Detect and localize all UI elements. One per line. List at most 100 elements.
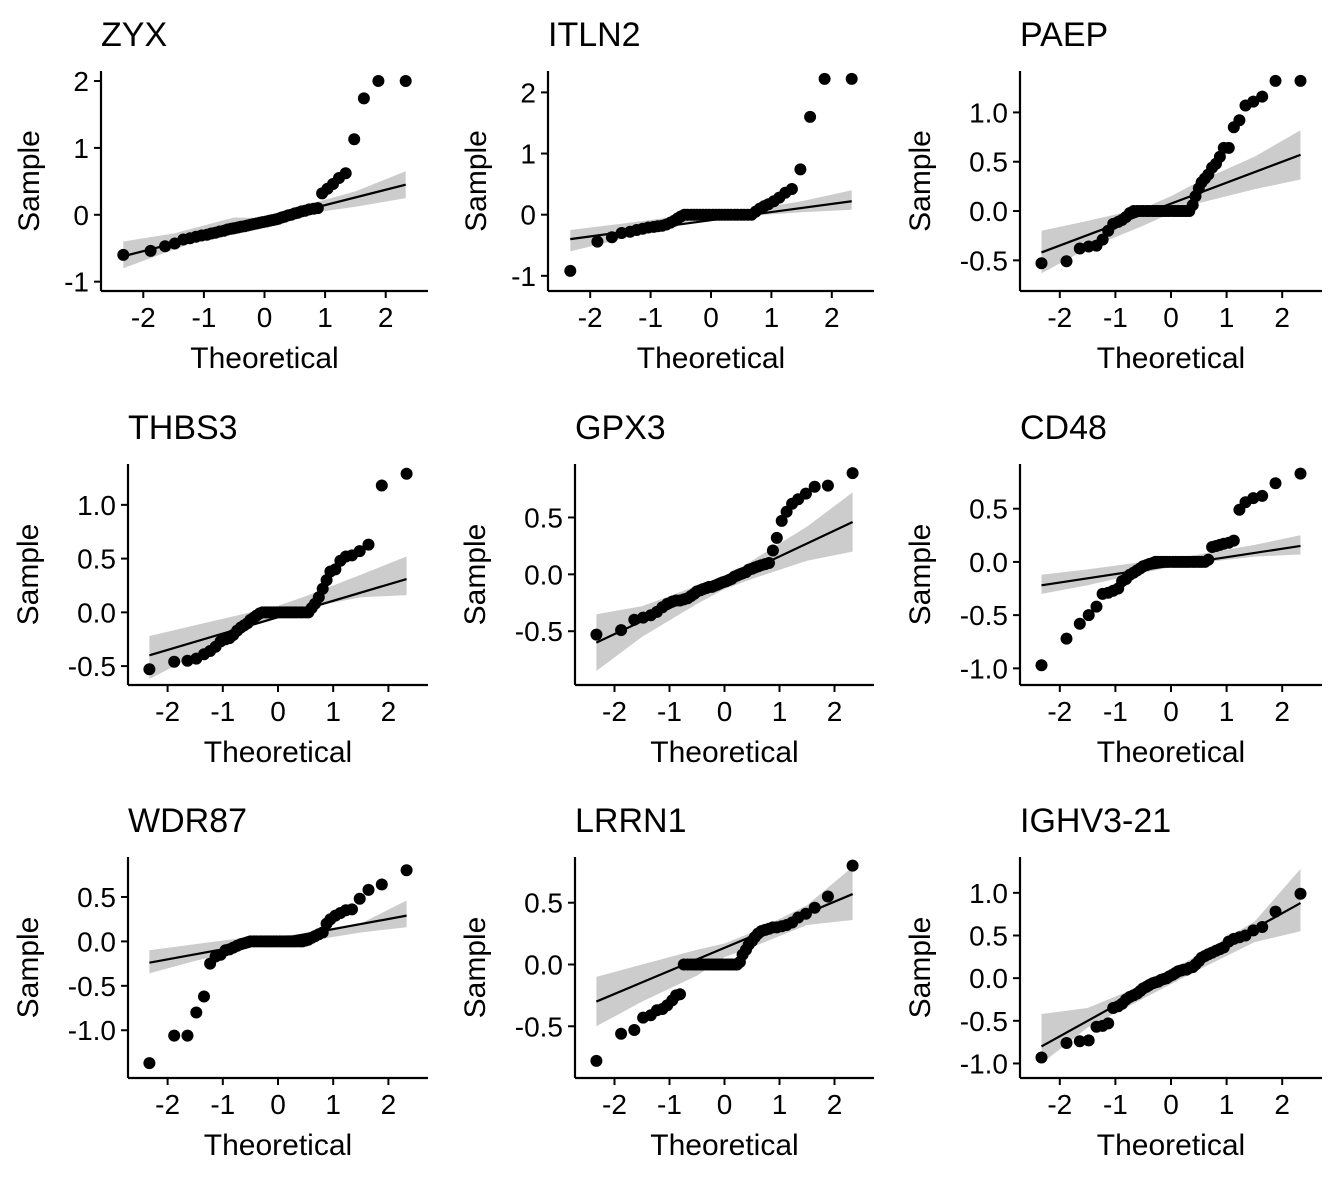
data-point [1269,74,1282,87]
x-tick-label: -2 [602,696,627,727]
data-point [190,1006,203,1019]
data-point [1294,467,1307,480]
x-tick-label: 0 [270,696,286,727]
y-tick-label: 1.0 [969,97,1008,128]
x-tick-label: -1 [638,302,663,333]
panel-title: LRRN1 [575,802,686,840]
x-tick-label: 1 [764,302,780,333]
data-point [1060,632,1073,645]
panel-title: WDR87 [128,802,247,840]
panel-cd48: -2 -1 0 1 2 -1.0 -0.5 0.0 0.5 CD48 Theoretical Samp… [904,409,1322,769]
y-tick-label: 0.5 [524,888,563,919]
confidence-band [570,190,852,252]
y-tick-label: -0.5 [68,971,116,1002]
data-point [1269,905,1282,918]
y-tick-label: -1 [511,261,536,292]
data-point [353,892,366,905]
panel-zyx: -2 -1 0 1 2 -1 0 1 2 ZYX Theoretical Sample [13,16,428,375]
x-tick-label: -2 [602,1089,627,1120]
data-point [763,557,775,569]
data-point [590,1054,603,1067]
x-tick-label: -1 [191,302,216,333]
y-tick-label: -0.5 [68,651,116,682]
x-tick-label: 2 [381,696,397,727]
data-point [1294,887,1307,900]
data-point [168,1029,181,1042]
data-point [1035,659,1048,672]
data-point [766,544,779,557]
data-point [1060,1037,1073,1049]
y-tick-label: 0.5 [969,494,1008,525]
panel-title: IGHV3-21 [1020,802,1171,840]
confidence-band [1041,868,1301,1064]
x-axis-label: Theoretical [650,1129,798,1162]
x-tick-label: 1 [772,1089,788,1120]
data-point [1227,534,1240,547]
panel-title: ZYX [101,16,167,54]
x-tick-label: -2 [1047,1089,1072,1120]
data-point [628,1024,641,1036]
x-tick-label: 2 [1274,696,1290,727]
data-point [770,531,783,544]
data-point [143,663,156,676]
data-point [1102,1017,1115,1030]
x-tick-label: 1 [1219,1089,1235,1120]
x-axis-label: Theoretical [1097,342,1245,375]
data-point [362,883,375,896]
y-tick-label: 0.5 [77,544,116,575]
y-tick-label: 0.0 [524,559,563,590]
x-tick-label: 1 [325,696,341,727]
data-point [1073,617,1086,630]
panel-gpx3: -2 -1 0 1 2 -0.5 0.0 0.5 GPX3 Theoretical Sample [459,409,874,769]
panel-title: GPX3 [575,409,666,447]
x-tick-label: 2 [378,302,394,333]
x-axis-label: Theoretical [650,736,798,769]
y-tick-label: -1.0 [68,1015,116,1046]
x-tick-label: -2 [1047,302,1072,333]
x-tick-label: -1 [1103,302,1128,333]
data-point [846,467,859,480]
x-tick-label: -2 [155,696,180,727]
data-point [1222,141,1235,154]
panel-ighv3-21: -2 -1 0 1 2 -1.0 -0.5 0.0 0.5 1.0 IGHV3-21 Theoreti… [904,802,1322,1162]
data-point [1082,1034,1095,1047]
x-tick-label: 0 [1163,696,1179,727]
y-tick-label: 2 [73,66,89,97]
data-point [348,133,361,146]
y-tick-label: 0.5 [524,502,563,533]
y-tick-label: -0.5 [960,600,1008,631]
x-tick-label: -1 [1103,696,1128,727]
y-tick-label: 1 [73,133,89,164]
data-point [1090,600,1103,613]
y-tick-label: 0.0 [77,926,116,957]
data-point [362,538,375,551]
y-tick-label: 0.5 [77,882,116,913]
data-point [845,72,858,85]
data-point [399,75,412,87]
data-point [615,1027,628,1040]
data-point [375,878,388,891]
x-tick-label: 2 [1274,302,1290,333]
x-tick-label: 1 [1219,302,1235,333]
data-point [821,890,834,903]
data-point [353,545,366,558]
confidence-band [596,866,853,1027]
y-tick-label: 1.0 [969,878,1008,909]
data-point [564,264,577,277]
x-axis-label: Theoretical [1097,1129,1245,1162]
panel-thbs3: -2 -1 0 1 2 -0.5 0.0 0.5 1.0 THBS3 Theoretical Samp… [12,409,428,769]
data-point [1294,74,1307,87]
y-tick-label: 1 [520,139,536,170]
y-axis-label: Sample [460,130,493,232]
y-axis-label: Sample [459,917,492,1019]
data-point [1269,477,1282,490]
data-point [1256,489,1269,502]
y-tick-label: -1.0 [960,653,1008,684]
data-point [144,244,157,257]
y-tick-label: 2 [520,77,536,108]
data-point [181,1029,194,1042]
data-point [1082,609,1095,622]
x-tick-label: 0 [1163,302,1179,333]
x-tick-label: 2 [381,1089,397,1120]
